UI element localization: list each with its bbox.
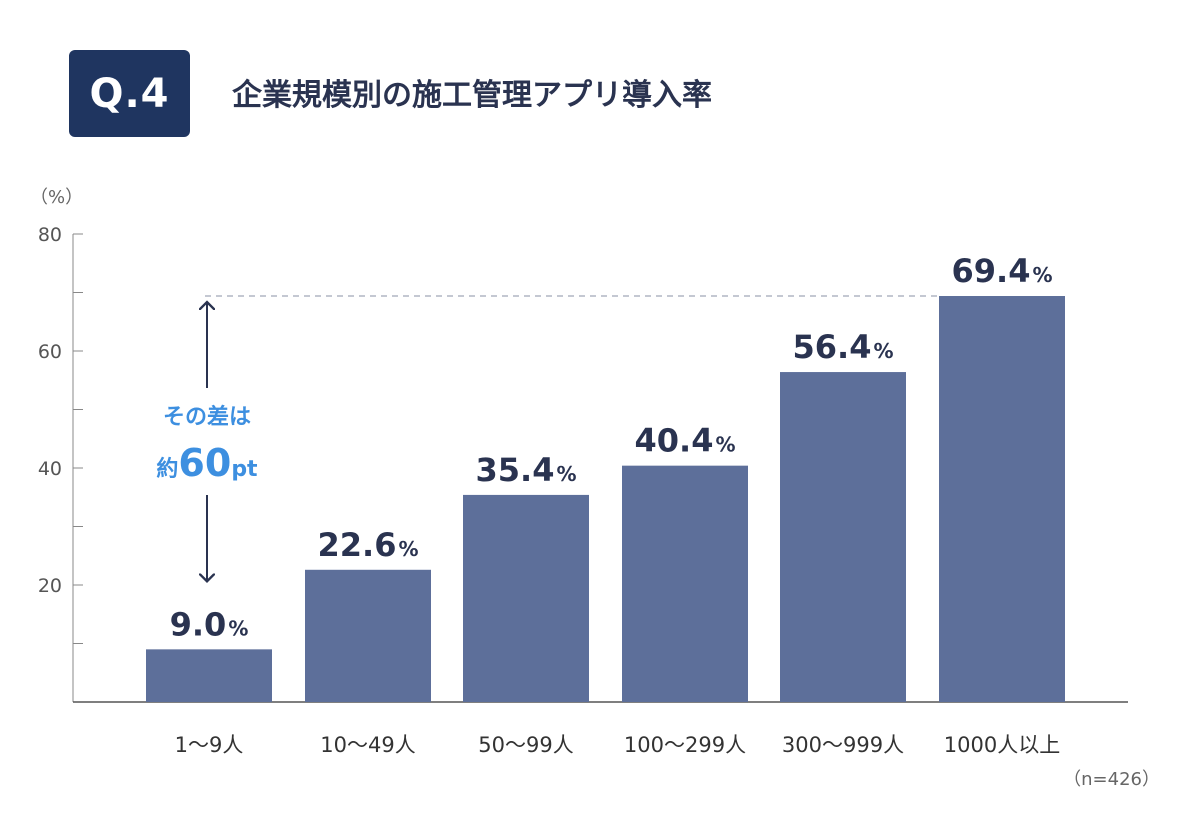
y-tick-label: 60 <box>38 341 62 363</box>
bar-value-label: 35.4% <box>476 451 577 489</box>
bar <box>939 296 1065 702</box>
bar-value-label: 69.4% <box>952 252 1053 290</box>
y-tick-label: 80 <box>38 224 62 246</box>
y-tick-label: 20 <box>38 575 62 597</box>
x-tick-label: 50〜99人 <box>478 733 573 757</box>
x-tick-label: 1〜9人 <box>175 733 244 757</box>
x-tick-label: 10〜49人 <box>320 733 415 757</box>
x-tick-label: 1000人以上 <box>944 733 1060 757</box>
chart-title: 企業規模別の施工管理アプリ導入率 <box>232 78 712 113</box>
question-badge: Q.4 <box>69 50 190 137</box>
bar <box>146 649 272 702</box>
bar <box>780 372 906 702</box>
bar <box>622 465 748 702</box>
y-tick-label: 40 <box>38 458 62 480</box>
bar <box>305 569 431 702</box>
annotation-line2: 約60pt <box>156 441 258 485</box>
sample-size-note: （n=426） <box>1063 769 1160 790</box>
bar-value-label: 22.6% <box>318 526 419 564</box>
bar-value-label: 56.4% <box>793 328 894 366</box>
y-axis-unit: （%） <box>30 187 84 208</box>
bar-value-label: 40.4% <box>635 422 736 460</box>
bar <box>463 494 589 702</box>
bar-value-label: 9.0% <box>170 605 249 643</box>
annotation-line1: その差は <box>163 404 251 430</box>
x-tick-label: 100〜299人 <box>624 733 746 757</box>
x-tick-label: 300〜999人 <box>782 733 904 757</box>
